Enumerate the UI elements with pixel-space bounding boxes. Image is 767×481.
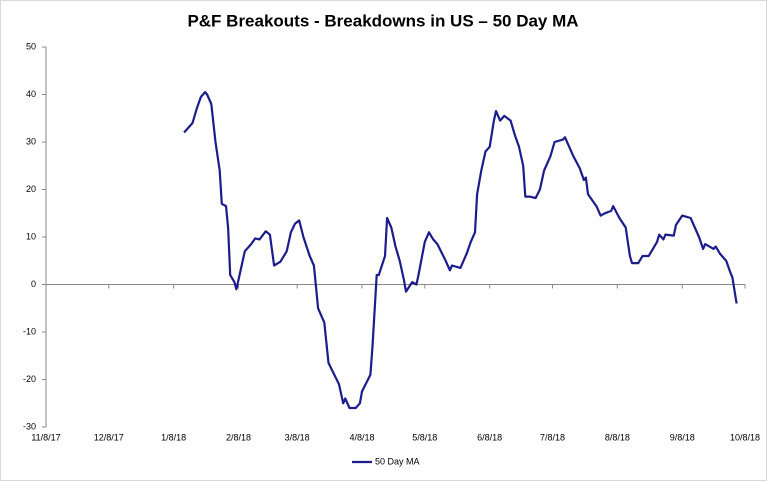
data-line bbox=[183, 91, 738, 410]
x-tick-label: 8/8/18 bbox=[605, 432, 630, 442]
y-tick-label: -10 bbox=[23, 326, 36, 336]
x-tick-label: 6/8/18 bbox=[477, 432, 502, 442]
y-tick-label: 40 bbox=[26, 89, 36, 99]
y-tick-label: 30 bbox=[26, 136, 36, 146]
x-tick-label: 1/8/18 bbox=[161, 432, 186, 442]
x-tick-label: 2/8/18 bbox=[226, 432, 251, 442]
y-tick-label: 50 bbox=[26, 41, 36, 51]
x-tick-label: 7/8/18 bbox=[540, 432, 565, 442]
y-tick-label: 10 bbox=[26, 231, 36, 241]
y-tick-label: 20 bbox=[26, 184, 36, 194]
legend-label: 50 Day MA bbox=[375, 456, 420, 466]
y-tick-label: -30 bbox=[23, 421, 36, 431]
chart-title: P&F Breakouts - Breakdowns in US – 50 Da… bbox=[187, 11, 578, 30]
x-tick-label: 10/8/18 bbox=[730, 432, 760, 442]
x-tick-label: 4/8/18 bbox=[349, 432, 374, 442]
x-tick-label: 12/8/17 bbox=[94, 432, 124, 442]
y-tick-label: 0 bbox=[31, 279, 36, 289]
x-tick-label: 3/8/18 bbox=[285, 432, 310, 442]
y-tick-label: -20 bbox=[23, 374, 36, 384]
x-tick-label: 5/8/18 bbox=[412, 432, 437, 442]
x-tick-label: 9/8/18 bbox=[670, 432, 695, 442]
x-tick-label: 11/8/17 bbox=[31, 432, 60, 442]
